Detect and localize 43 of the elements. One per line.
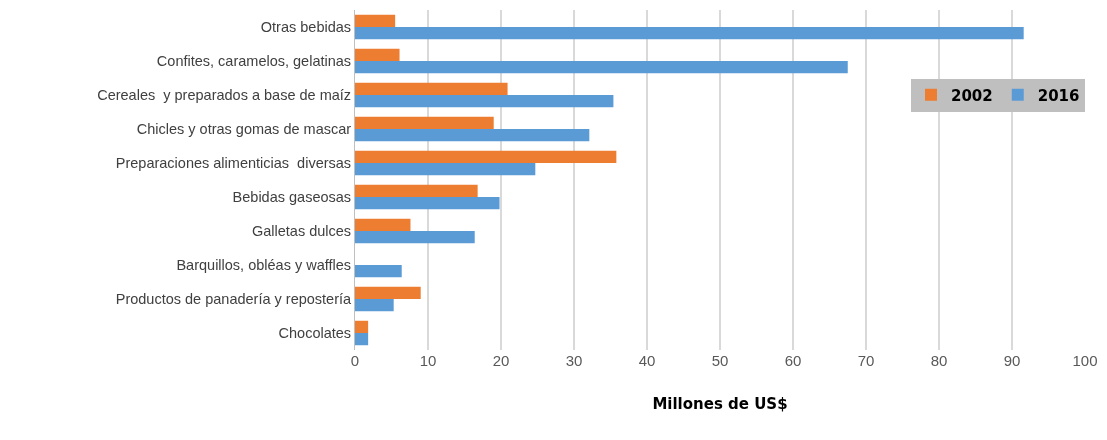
x-axis-title: Millones de US$	[652, 395, 788, 413]
x-tick-label: 60	[784, 352, 802, 369]
y-tick-label: Bebidas gaseosas	[232, 189, 352, 206]
bar	[355, 299, 394, 312]
bar	[355, 320, 369, 333]
x-tick-label: 30	[565, 352, 583, 369]
y-tick-label: Chicles y otras gomas de mascar	[136, 121, 352, 138]
y-tick-label: Barquillos, obléas y waffles	[176, 257, 352, 274]
y-tick-label: Productos de panadería y repostería	[115, 291, 353, 308]
bar	[355, 163, 536, 176]
bar	[355, 218, 411, 231]
bar	[355, 95, 614, 108]
bar	[355, 82, 508, 95]
bar	[355, 14, 396, 27]
x-tick-label: 70	[857, 352, 875, 369]
x-tick-label: 10	[419, 352, 437, 369]
x-tick-label: 100	[1072, 352, 1098, 369]
y-tick-label: Confites, caramelos, gelatinas	[156, 53, 352, 70]
bar	[355, 231, 475, 244]
x-tick-label: 80	[930, 352, 948, 369]
bar	[355, 184, 478, 197]
x-tick-label: 0	[350, 352, 360, 369]
legend-label: 2002	[951, 86, 993, 105]
x-tick-label: 90	[1003, 352, 1021, 369]
bar	[355, 129, 590, 142]
legend-label: 2016	[1037, 86, 1080, 105]
bar	[355, 197, 500, 210]
x-tick-label: 40	[638, 352, 656, 369]
y-tick-label: Otras bebidas	[260, 19, 352, 36]
bar	[355, 27, 1024, 40]
bar	[355, 116, 494, 129]
bar	[355, 150, 617, 163]
bar	[355, 286, 421, 299]
y-tick-label: Preparaciones alimenticias diversas	[115, 155, 352, 172]
bar	[355, 265, 402, 278]
bar	[355, 333, 369, 346]
bar	[355, 61, 848, 74]
y-tick-label: Chocolates	[278, 325, 352, 342]
y-tick-label: Galletas dulces	[251, 223, 352, 240]
bar	[355, 48, 400, 61]
x-tick-label: 50	[711, 352, 729, 369]
y-tick-label: Cereales y preparados a base de maíz	[97, 87, 352, 104]
x-tick-label: 20	[492, 352, 510, 369]
